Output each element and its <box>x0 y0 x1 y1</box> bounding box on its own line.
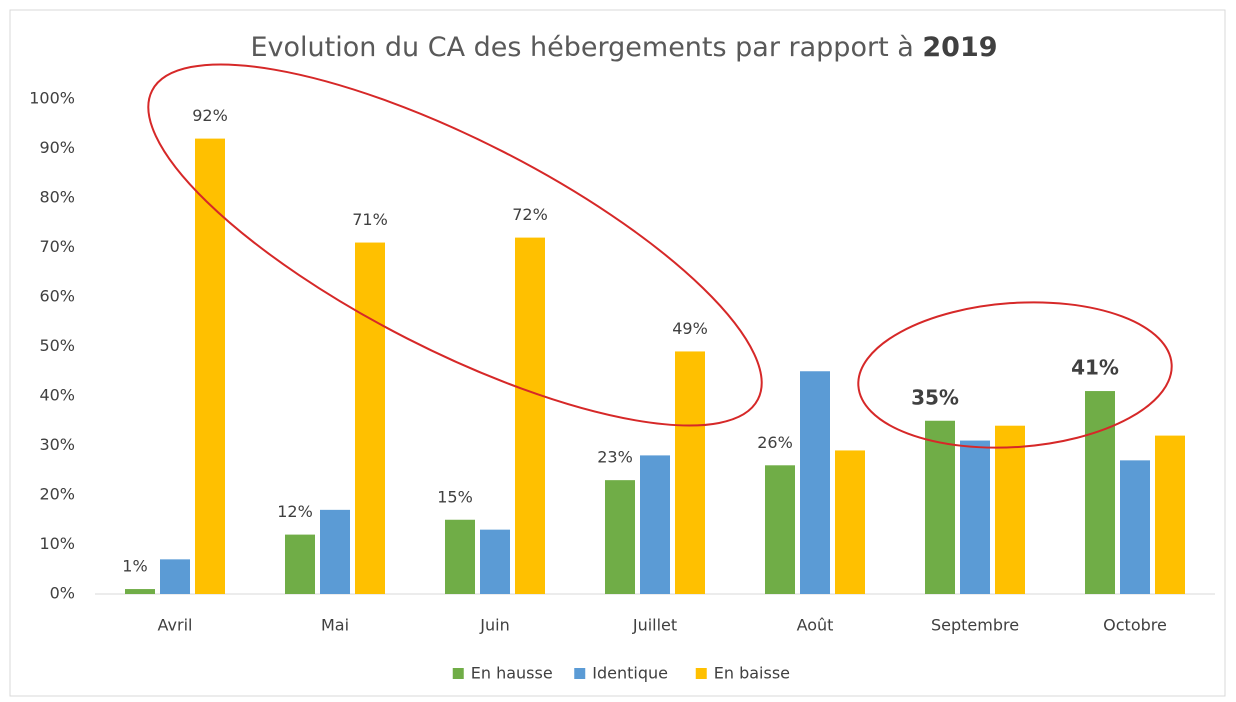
bar <box>605 480 635 594</box>
y-tick-label: 0% <box>50 584 75 603</box>
chart-title: Evolution du CA des hébergements par rap… <box>250 32 997 63</box>
title-text: Evolution du CA des hébergements par rap… <box>250 32 913 63</box>
x-tick-label: Mai <box>321 616 349 635</box>
bar <box>675 351 705 594</box>
y-tick-label: 30% <box>39 435 75 454</box>
y-tick-label: 60% <box>39 287 75 306</box>
bar <box>195 138 225 594</box>
x-tick-label: Octobre <box>1103 616 1167 635</box>
annotation-ellipse <box>857 301 1173 449</box>
bar <box>765 465 795 594</box>
data-label: 23% <box>597 448 633 467</box>
y-tick-label: 20% <box>39 485 75 504</box>
bar <box>160 559 190 594</box>
legend-swatch <box>574 668 586 679</box>
bar <box>960 440 990 594</box>
bar <box>320 509 350 594</box>
data-label: 49% <box>672 319 708 338</box>
y-tick-label: 70% <box>39 237 75 256</box>
bar <box>285 534 315 594</box>
annotation-ellipse <box>147 63 763 427</box>
bar <box>640 455 670 594</box>
y-tick-label: 80% <box>39 188 75 207</box>
data-label: 1% <box>122 557 147 576</box>
legend-label: Identique <box>592 664 668 683</box>
legend-label: En hausse <box>471 664 553 683</box>
data-label: 26% <box>757 433 793 452</box>
data-label: 72% <box>512 205 548 224</box>
data-label: 41% <box>1071 356 1119 380</box>
bar <box>835 450 865 594</box>
legend-label: En baisse <box>714 664 790 683</box>
legend-swatch <box>452 668 464 679</box>
bar <box>925 420 955 594</box>
y-tick-label: 40% <box>39 386 75 405</box>
y-tick-label: 90% <box>39 138 75 157</box>
x-tick-label: Juillet <box>632 616 677 635</box>
data-label: 12% <box>277 502 313 521</box>
x-tick-label: Août <box>797 616 834 635</box>
bar <box>480 529 510 594</box>
data-label: 15% <box>437 487 473 506</box>
bar <box>1155 435 1185 594</box>
x-tick-label: Septembre <box>931 616 1019 635</box>
bar <box>800 371 830 594</box>
legend-swatch <box>695 668 707 679</box>
data-label: 71% <box>352 210 388 229</box>
x-tick-label: Juin <box>479 616 509 635</box>
y-tick-label: 100% <box>29 89 75 108</box>
data-label: 92% <box>192 106 228 125</box>
bar <box>995 425 1025 594</box>
data-label: 35% <box>911 385 959 409</box>
bar <box>1120 460 1150 594</box>
y-tick-label: 50% <box>39 336 75 355</box>
bar <box>515 237 545 594</box>
bar <box>1085 391 1115 594</box>
title-bold: 2019 <box>922 32 997 63</box>
y-tick-label: 10% <box>39 534 75 553</box>
bar <box>125 589 155 594</box>
bar <box>355 242 385 595</box>
x-tick-label: Avril <box>158 616 193 635</box>
bar <box>445 519 475 594</box>
